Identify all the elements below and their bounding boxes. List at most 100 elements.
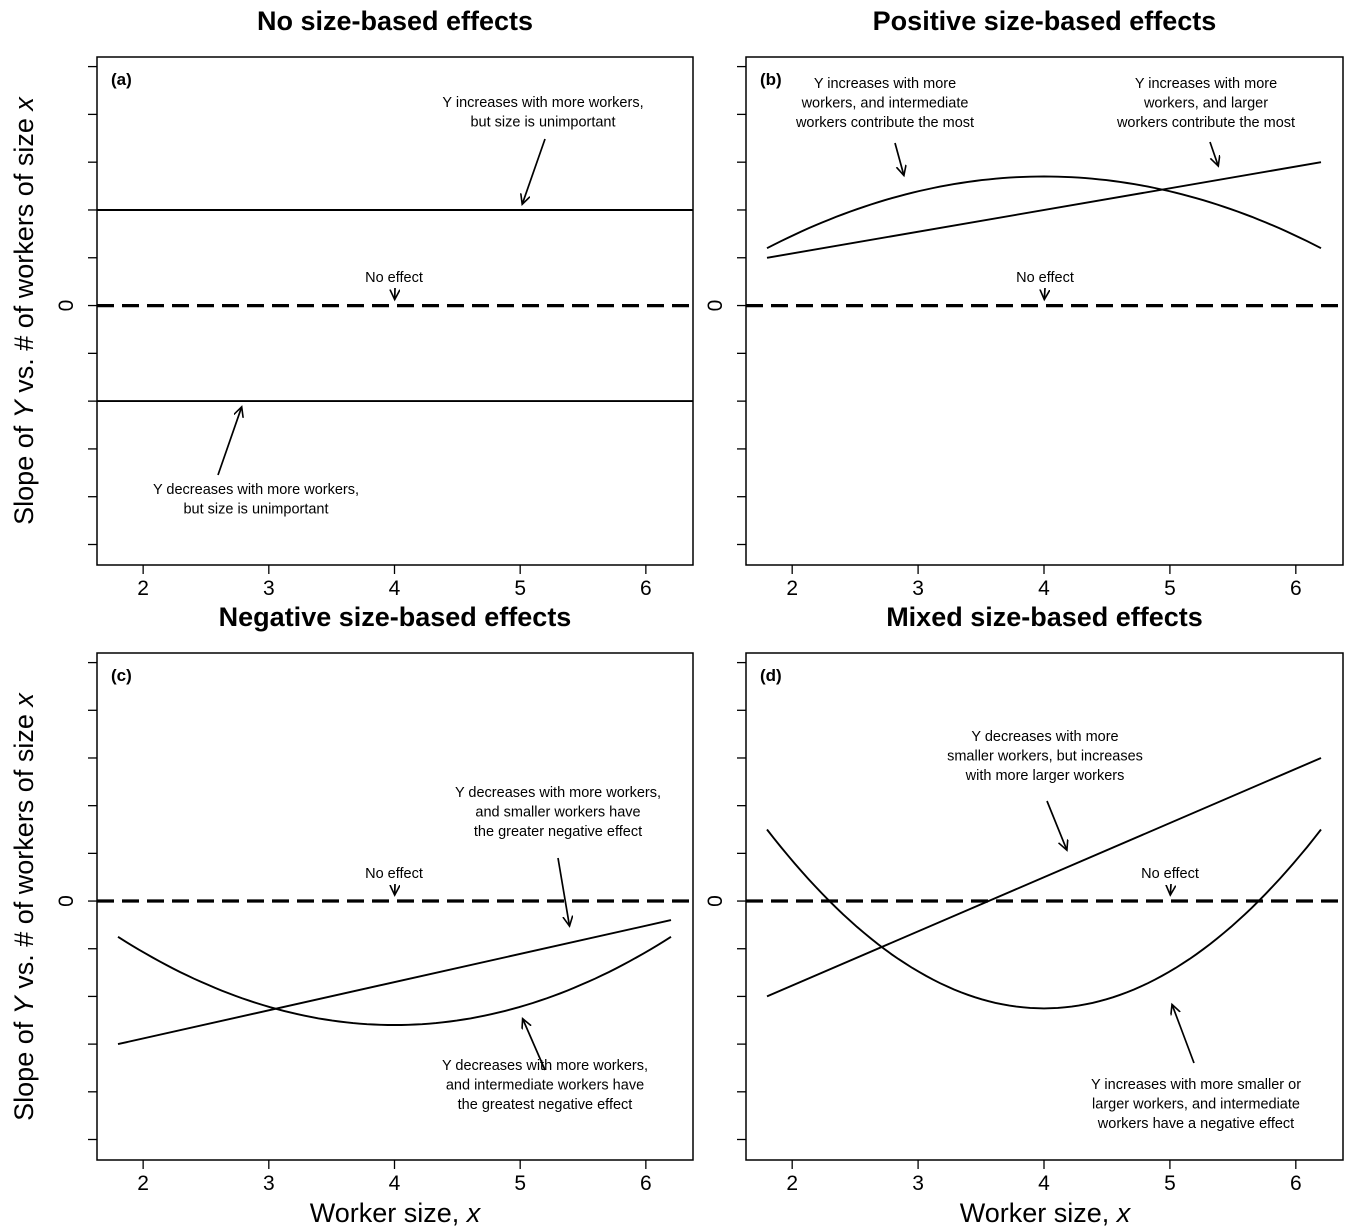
- annotation-arrow: [1172, 1004, 1195, 1064]
- x-axis-label-right-part: x: [1115, 1198, 1132, 1228]
- x-axis-label-left-part: Worker size,: [310, 1198, 467, 1228]
- y-axis-label-top-part: vs. # of workers of size: [9, 111, 39, 401]
- annotation-line: Y increases with more workers,: [442, 95, 643, 111]
- panel-label: (d): [760, 666, 782, 685]
- annotation-arrow: [522, 138, 546, 204]
- annotation-text: Y increases with more workers, and larger…: [1116, 76, 1295, 131]
- annotation-line: Y increases with more: [1135, 76, 1277, 92]
- x-axis-label-left: Worker size, x: [310, 1198, 482, 1228]
- annotation-text: Y decreases with more workers, and smalle…: [455, 785, 661, 840]
- annotation-arrow: [523, 1019, 546, 1071]
- annotation-line: the greatest negative effect: [458, 1097, 633, 1113]
- series-line: [766, 161, 1322, 259]
- annotation-line: but size is unimportant: [470, 115, 615, 131]
- annotation-arrow: [1170, 883, 1171, 895]
- series-line: [766, 757, 1322, 998]
- panels-layer: No size-based effects (a) 0 2 3 4 5 6 Y increase…: [9, 6, 1344, 1228]
- series-line: [766, 828, 1322, 1010]
- annotation-text: Y decreases with more workers, and interm…: [442, 1058, 648, 1113]
- x-tick-label: 6: [1290, 1172, 1302, 1195]
- y-axis-label-top-part: Slope of: [9, 418, 39, 525]
- annotation-text: No effect: [365, 866, 423, 882]
- annotation-line: and intermediate workers have: [446, 1078, 644, 1094]
- annotation-text: No effect: [365, 270, 423, 286]
- annotation-line: workers contribute the most: [795, 115, 974, 131]
- annotation-line: Y decreases with more: [971, 729, 1118, 745]
- y-axis-label-top: Slope of Y vs. # of workers of size x: [9, 96, 39, 525]
- panel-title: Negative size-based effects: [219, 602, 572, 632]
- x-tick-label: 5: [514, 1172, 526, 1195]
- panel-title: Positive size-based effects: [873, 6, 1217, 36]
- annotation-line: workers, and intermediate: [801, 96, 969, 112]
- x-tick-label: 2: [137, 1172, 149, 1195]
- x-tick-label: 3: [912, 1172, 924, 1195]
- y-tick-label: 0: [704, 895, 727, 907]
- x-tick-label: 2: [137, 577, 149, 600]
- x-tick-label: 6: [1290, 577, 1302, 600]
- y-tick-label: 0: [704, 300, 727, 312]
- annotation-arrow: [1209, 141, 1218, 166]
- x-tick-label: 6: [640, 577, 652, 600]
- annotation-line: workers, and larger: [1143, 96, 1268, 112]
- y-axis-label-top-part: Y: [9, 398, 39, 418]
- x-tick-label: 4: [1038, 1172, 1050, 1195]
- x-axis-label-left-part: x: [465, 1198, 482, 1228]
- x-tick-label: 3: [263, 577, 275, 600]
- x-tick-label: 3: [912, 577, 924, 600]
- annotation-line: No effect: [365, 270, 423, 286]
- annotation-text: Y increases with more workers, but size i…: [442, 95, 643, 131]
- annotation-line: larger workers, and intermediate: [1092, 1097, 1300, 1113]
- annotation-line: No effect: [1141, 866, 1199, 882]
- annotation-arrow: [894, 142, 904, 176]
- y-tick-label: 0: [55, 300, 78, 312]
- annotation-arrow: [217, 407, 242, 476]
- annotation-line: but size is unimportant: [183, 502, 328, 518]
- annotation-line: Y increases with more: [814, 76, 956, 92]
- annotation-text: Y decreases with more smaller workers, bu…: [947, 729, 1143, 784]
- x-tick-label: 5: [1164, 577, 1176, 600]
- annotation-arrow: [1046, 800, 1067, 850]
- annotation-line: Y decreases with more workers,: [455, 785, 661, 801]
- y-axis-label-bottom-part: vs. # of workers of size: [9, 707, 39, 997]
- annotation-line: No effect: [365, 866, 423, 882]
- plot-frame: [745, 56, 1344, 566]
- annotation-line: No effect: [1016, 270, 1074, 286]
- panel-title: Mixed size-based effects: [886, 602, 1203, 632]
- annotation-text: Y increases with more smaller or larger w…: [1091, 1077, 1301, 1132]
- x-tick-label: 5: [514, 577, 526, 600]
- x-axis-label-right: Worker size, x: [960, 1198, 1132, 1228]
- annotation-line: Y decreases with more workers,: [442, 1058, 648, 1074]
- annotation-arrow: [1044, 287, 1045, 300]
- x-tick-label: 3: [263, 1172, 275, 1195]
- y-axis-label-bottom-part: Slope of: [9, 1014, 39, 1121]
- series-line: [117, 935, 672, 1026]
- annotation-line: workers contribute the most: [1116, 115, 1295, 131]
- annotation-line: smaller workers, but increases: [947, 749, 1143, 765]
- x-tick-label: 4: [389, 577, 401, 600]
- annotation-line: with more larger workers: [965, 768, 1125, 784]
- x-tick-label: 6: [640, 1172, 652, 1195]
- x-tick-label: 2: [786, 577, 798, 600]
- annotation-text: No effect: [1016, 270, 1074, 286]
- series-line: [117, 919, 672, 1046]
- x-tick-label: 5: [1164, 1172, 1176, 1195]
- annotation-arrow: [557, 857, 570, 926]
- y-axis-label-bottom-part: Y: [9, 994, 39, 1014]
- x-tick-label: 4: [389, 1172, 401, 1195]
- annotation-line: and smaller workers have: [475, 805, 640, 821]
- panel-title: No size-based effects: [257, 6, 533, 36]
- y-tick-label: 0: [55, 895, 78, 907]
- annotation-line: Y decreases with more workers,: [153, 482, 359, 498]
- y-axis-label-bottom: Slope of Y vs. # of workers of size x: [9, 692, 39, 1121]
- annotation-text: Y increases with more workers, and interm…: [795, 76, 974, 131]
- y-axis-label-bottom-part: x: [9, 692, 39, 709]
- annotation-text: Y decreases with more workers, but size i…: [153, 482, 359, 518]
- annotation-line: workers have a negative effect: [1097, 1116, 1294, 1132]
- panel-label: (b): [760, 70, 782, 89]
- x-axis-label-right-part: Worker size,: [960, 1198, 1117, 1228]
- annotation-text: No effect: [1141, 866, 1199, 882]
- annotation-line: the greater negative effect: [474, 824, 642, 840]
- series-line: [766, 175, 1322, 250]
- x-tick-label: 4: [1038, 577, 1050, 600]
